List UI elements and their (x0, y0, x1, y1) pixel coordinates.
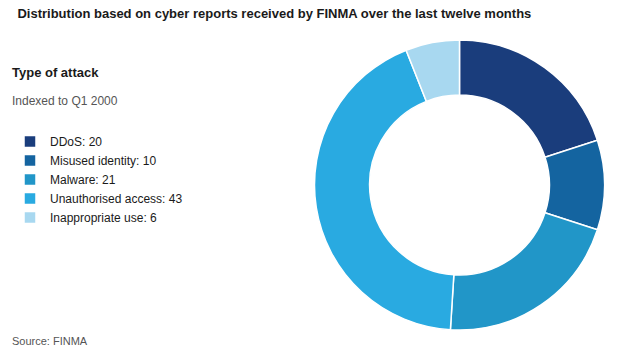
svg-text:Indexed to Q1 2000: Indexed to Q1 2000 (12, 94, 118, 108)
svg-text:Misused identity: 10: Misused identity: 10 (50, 154, 156, 168)
svg-text:Inappropriate use: 6: Inappropriate use: 6 (50, 211, 157, 225)
svg-text:Type of attack: Type of attack (12, 65, 99, 80)
svg-text:Source: FINMA: Source: FINMA (12, 335, 88, 347)
svg-text:Unauthorised access: 43: Unauthorised access: 43 (50, 192, 182, 206)
svg-text:Distribution based on cyber re: Distribution based on cyber reports rece… (17, 6, 531, 21)
svg-text:Malware: 21: Malware: 21 (50, 173, 116, 187)
svg-text:DDoS: 20: DDoS: 20 (50, 135, 102, 149)
